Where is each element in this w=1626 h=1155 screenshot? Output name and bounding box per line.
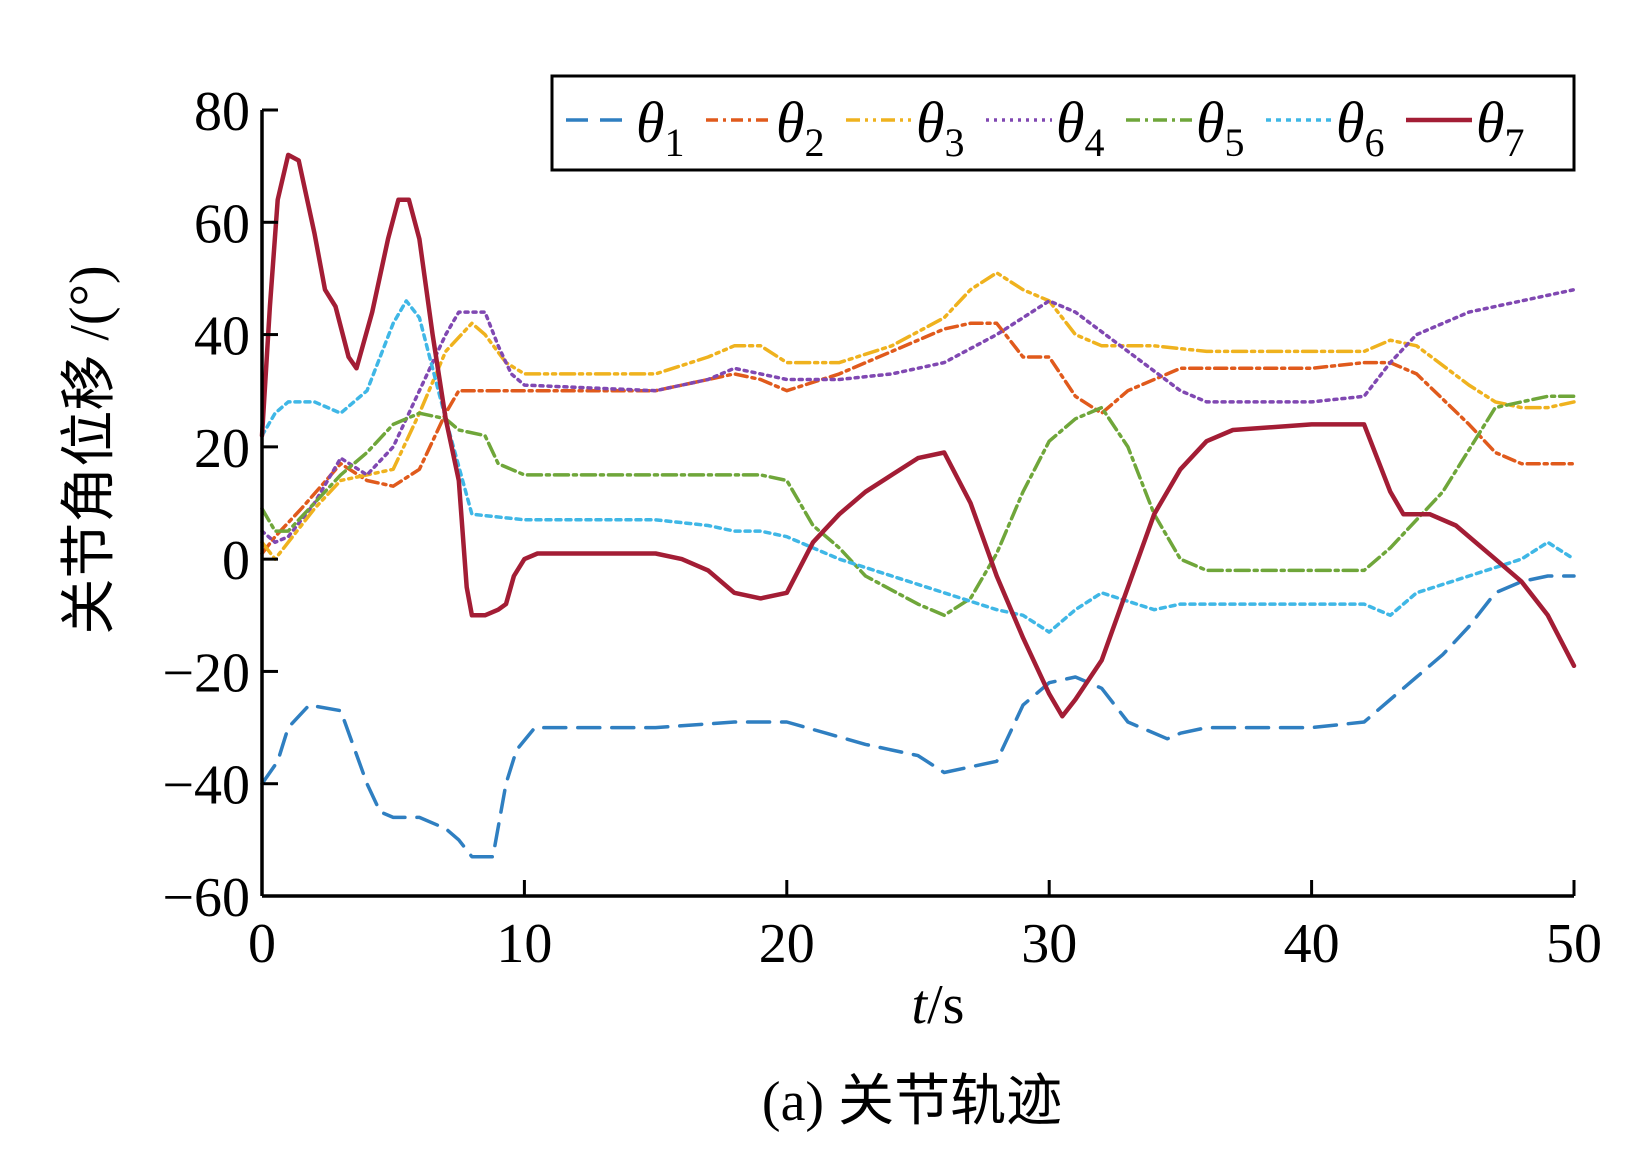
series-line-theta4 xyxy=(260,287,1576,545)
y-tick-label: −60 xyxy=(162,867,250,929)
legend-label-theta1: θ1 xyxy=(636,90,685,165)
x-axis-title-var: t xyxy=(912,974,929,1036)
y-tick-label: −40 xyxy=(162,755,250,817)
series-line-theta7 xyxy=(259,152,1577,719)
legend-label-theta4: θ4 xyxy=(1056,90,1105,165)
legend-label-theta2: θ2 xyxy=(776,90,825,165)
y-tick-label: 20 xyxy=(194,418,250,480)
legend-label-theta3: θ3 xyxy=(916,90,965,165)
y-tick-label: 0 xyxy=(222,530,250,592)
series-line-theta1 xyxy=(260,574,1576,859)
series-line-theta6 xyxy=(260,299,1576,634)
series-line-theta2 xyxy=(260,321,1576,556)
y-axis-title: 关节角位移 /(°) xyxy=(59,265,121,634)
y-tick-label: 40 xyxy=(194,306,250,368)
x-tick-label: 10 xyxy=(496,913,552,975)
x-tick-label: 0 xyxy=(248,913,276,975)
figure-caption: (a) 关节轨迹 xyxy=(762,1071,1062,1133)
y-tick-label: 60 xyxy=(194,193,250,255)
legend-label-theta7: θ7 xyxy=(1476,90,1525,165)
axes xyxy=(260,108,1576,898)
y-tick-label: 80 xyxy=(194,81,250,143)
x-axis-title: t/s xyxy=(912,974,965,1036)
series-layer xyxy=(259,152,1577,859)
legend-label-theta6: θ6 xyxy=(1336,90,1385,165)
legend: θ1 θ2 θ3 θ4 θ5 θ6 θ7 xyxy=(550,74,1576,172)
x-tick-label: 40 xyxy=(1284,913,1340,975)
series-line-theta5 xyxy=(260,394,1576,618)
legend-box xyxy=(550,74,1576,172)
series-line-theta3 xyxy=(260,271,1576,561)
x-tick-label: 30 xyxy=(1021,913,1077,975)
x-tick-label: 50 xyxy=(1546,913,1602,975)
x-tick-label: 20 xyxy=(759,913,815,975)
y-tick-label: −20 xyxy=(162,642,250,704)
x-axis-title-unit: /s xyxy=(927,974,964,1036)
tick-labels: 0 10 20 30 40 50 80 60 40 20 0 −20 −40 −60 xyxy=(162,81,1602,975)
legend-label-theta5: θ5 xyxy=(1196,90,1245,165)
